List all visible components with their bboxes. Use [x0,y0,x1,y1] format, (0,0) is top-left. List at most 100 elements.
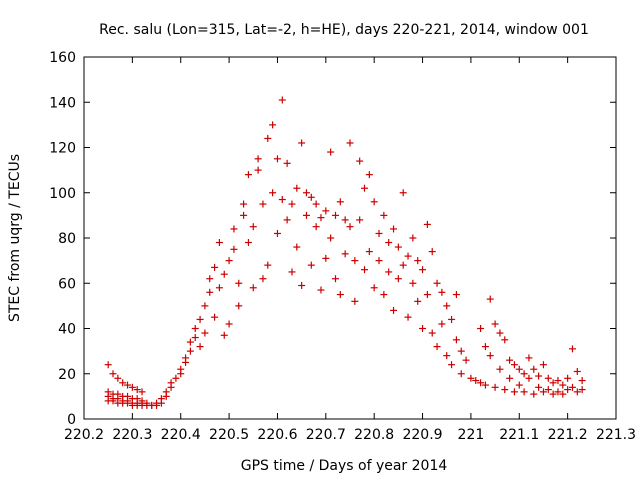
data-point [361,266,369,274]
data-point [544,386,552,394]
data-point [477,325,485,332]
data-point [225,257,233,265]
data-point [298,282,306,290]
data-point [346,139,354,147]
data-point [278,96,286,104]
data-point [491,383,499,391]
data-point [119,379,127,387]
data-point [433,343,441,351]
data-point [419,325,427,332]
data-point [327,148,335,156]
data-point [124,399,132,407]
data-point [269,121,277,129]
data-point [568,345,576,353]
data-point [269,189,277,197]
data-point [462,356,470,364]
data-point [510,388,518,396]
data-point [530,365,538,373]
data-point [331,275,339,283]
data-point [578,386,586,394]
x-tick-label: 220.6 [257,427,297,443]
data-point [423,291,431,299]
data-point [341,250,349,258]
data-point [240,211,248,219]
data-point [109,397,117,405]
data-point [356,216,364,224]
data-point [539,361,547,369]
data-point [201,302,209,310]
data-point [211,263,219,271]
data-point [428,329,436,337]
data-point [578,377,586,385]
data-point [501,336,509,344]
data-point [109,370,117,378]
data-point [380,211,388,219]
data-point [191,325,199,332]
data-point [327,234,335,242]
data-point [196,315,204,323]
data-point [414,297,422,305]
data-point [317,286,325,294]
data-point [452,336,460,344]
data-point [390,306,398,314]
data-point [273,229,281,237]
data-point [312,223,320,231]
data-point [283,216,291,224]
data-point [124,381,132,389]
data-point [162,388,170,396]
x-tick-label: 220.7 [306,427,346,443]
data-point [375,257,383,265]
x-tick-label: 220.2 [64,427,104,443]
data-point [457,370,465,378]
data-point [409,234,417,242]
data-point [293,243,301,251]
data-point [254,155,262,163]
data-point [186,347,194,355]
data-point [201,329,209,337]
data-point [172,374,180,382]
x-tick-label: 220.8 [354,427,394,443]
data-point [394,275,402,283]
y-tick-label: 80 [58,231,76,247]
data-point [385,268,393,276]
x-tick-label: 220.3 [112,427,152,443]
data-point [356,157,364,165]
data-point [249,284,257,292]
data-point [288,268,296,276]
data-point [564,386,572,394]
data-point [486,295,494,303]
data-point [515,381,523,389]
data-point [322,254,330,262]
data-point [128,383,136,391]
data-point [312,200,320,208]
x-tick-label: 220.9 [402,427,442,443]
data-point [520,370,528,378]
data-point [293,184,301,192]
data-point [235,279,243,287]
x-tick-label: 220.5 [209,427,249,443]
y-axis: 0 20 40 60 80 100 120 140 160 [49,50,616,428]
data-point [525,374,533,382]
data-point [506,356,514,364]
data-point [322,207,330,215]
data-point [264,261,272,269]
data-point [520,388,528,396]
data-point [539,388,547,396]
x-axis: 220.2 220.3 220.4 220.5 220.6 220.7 220.8 220.9… [64,57,636,443]
data-point [264,134,272,142]
data-point [259,275,267,283]
data-point [568,383,576,391]
data-point [215,284,223,292]
data-point [404,252,412,260]
y-tick-label: 100 [49,186,76,202]
data-point [491,320,499,328]
data-point [240,200,248,208]
data-point [336,198,344,206]
data-point [467,374,475,382]
data-points [104,96,586,409]
x-tick-label: 221.2 [548,427,588,443]
data-point [259,200,267,208]
data-point [302,211,310,219]
data-point [346,223,354,231]
